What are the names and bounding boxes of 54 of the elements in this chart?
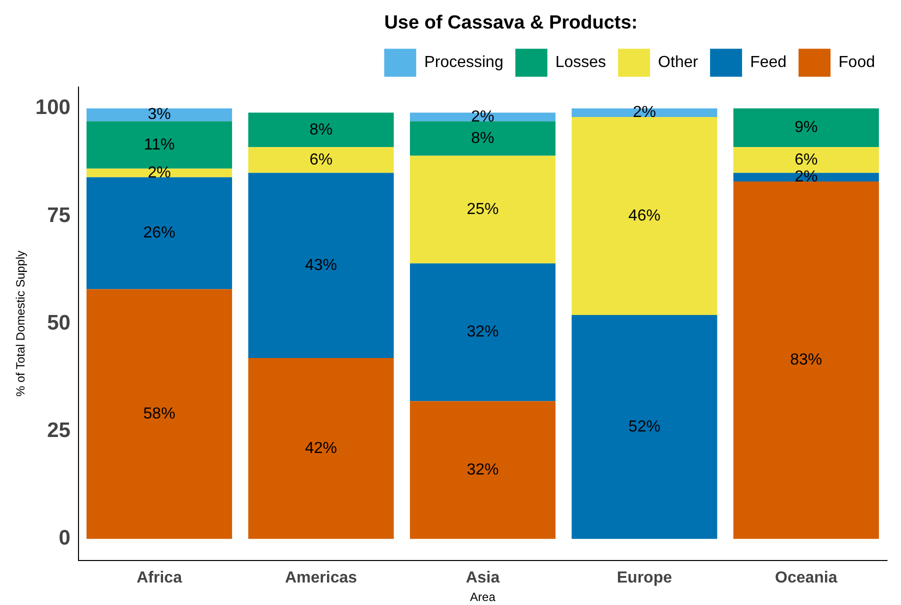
data-label: 52% [628, 418, 660, 436]
data-label: 8% [471, 130, 494, 147]
data-label: 2% [794, 168, 818, 186]
bar [248, 172, 394, 358]
x-tick-label: Oceania [775, 569, 838, 586]
data-label: 2% [632, 104, 656, 122]
bar [572, 116, 718, 315]
data-label: 11% [144, 136, 175, 154]
bar [410, 156, 556, 264]
data-label: 8% [309, 121, 333, 138]
bar [248, 147, 394, 173]
legend-label: Losses [555, 54, 606, 72]
data-label: 46% [628, 207, 660, 224]
bar [733, 108, 879, 148]
data-label: 26% [143, 224, 176, 242]
data-label: 3% [148, 106, 171, 124]
y-tick-label: 25 [47, 419, 71, 442]
legend-label: Other [658, 54, 699, 72]
legend-title: Use of Cassava & Products: [384, 12, 638, 34]
data-label: 2% [471, 108, 494, 126]
y-tick-label: 75 [47, 204, 71, 227]
bar [410, 263, 556, 402]
data-label: 6% [794, 151, 818, 168]
data-label: 58% [143, 405, 176, 422]
x-tick-label: Asia [466, 569, 500, 586]
data-label: 32% [466, 461, 499, 478]
legend-label: Processing [424, 54, 504, 72]
legend-label: Food [838, 54, 875, 72]
data-label: 6% [309, 151, 333, 168]
y-tick-label: 0 [58, 526, 70, 550]
bar [248, 112, 394, 148]
bar [86, 108, 232, 122]
bar [410, 121, 556, 156]
data-label: 9% [794, 119, 818, 136]
bar [86, 289, 232, 539]
bar [410, 401, 556, 539]
x-tick-label: Americas [284, 569, 358, 586]
data-label: 43% [304, 256, 338, 274]
bar [86, 177, 232, 290]
y-tick-label: 100 [35, 96, 70, 120]
legend-label: Feed [750, 54, 787, 72]
data-label: 2% [148, 164, 171, 182]
x-tick-label: Africa [136, 569, 182, 586]
data-label: 25% [466, 200, 499, 218]
x-tick-label: Europe [616, 569, 672, 586]
y-tick-label: 50 [47, 311, 70, 334]
data-label: 83% [790, 352, 822, 369]
data-label: 32% [466, 324, 499, 341]
bar [248, 358, 394, 539]
data-label: 42% [304, 440, 338, 457]
y-axis-title: % of Total Domestic Supply [14, 250, 28, 397]
bar [572, 314, 718, 539]
x-axis-title: Area [470, 590, 496, 604]
bar [733, 182, 879, 539]
